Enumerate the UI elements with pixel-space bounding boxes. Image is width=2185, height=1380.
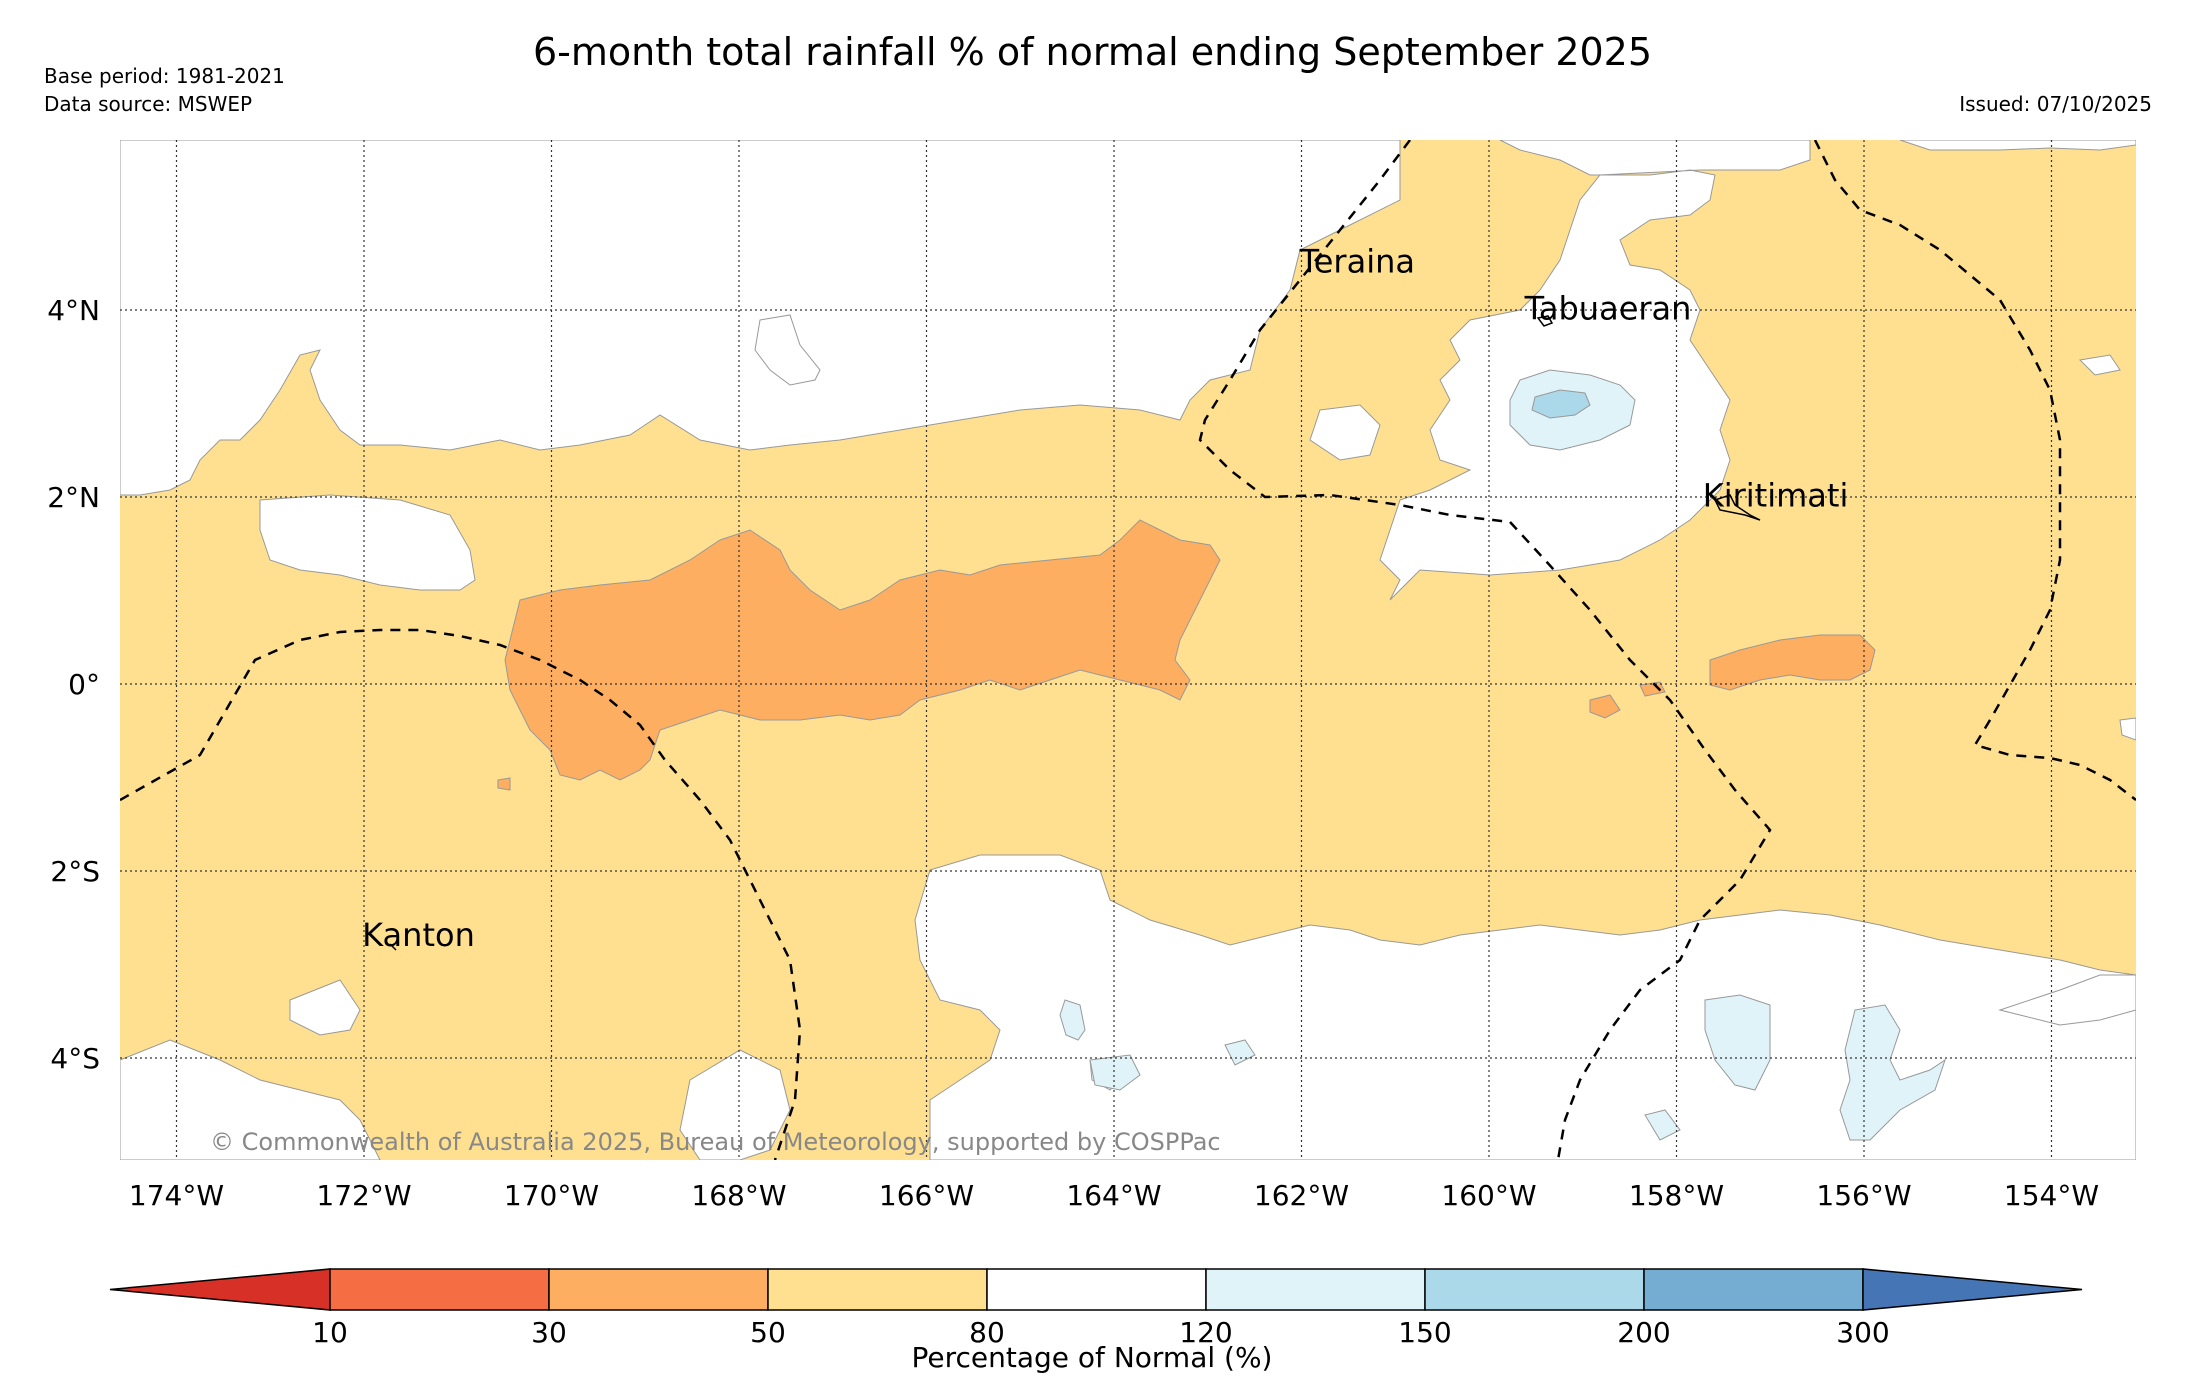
white-area-central-north xyxy=(754,314,821,386)
colorbar-tick-label: 10 xyxy=(312,1316,348,1349)
axis-tick-labels: 174°W 172°W 170°W 168°W 166°W 164°W 162°W 160°W… xyxy=(47,294,2099,1212)
white-area-east-small xyxy=(2078,354,2121,376)
colorbar-tick-label: 200 xyxy=(1617,1316,1670,1349)
colorbar-segment xyxy=(329,1268,550,1311)
eez-boundary-kanton xyxy=(120,628,802,1160)
latitude-tick-label: 2°S xyxy=(50,855,100,888)
kanton-island xyxy=(389,943,397,951)
colorbar-segment xyxy=(548,1268,769,1311)
longitude-tick-label: 158°W xyxy=(1629,1179,1724,1212)
white-area-east-small-2 xyxy=(2119,717,2136,741)
white-area-north-west xyxy=(120,140,1401,496)
base-period: Base period: 1981-2021 xyxy=(44,64,285,88)
colorbar-label: Percentage of Normal (%) xyxy=(912,1341,1273,1374)
longitude-tick-label: 164°W xyxy=(1066,1179,1161,1212)
eez-boundary-line-islands-east xyxy=(1813,140,2136,801)
longitude-tick-label: 162°W xyxy=(1254,1179,1349,1212)
place-label-kiritimati: Kiritimati xyxy=(1703,476,1849,514)
white-area-kanton xyxy=(289,979,361,1036)
white-area-sw-corner xyxy=(120,1039,381,1160)
white-area-south xyxy=(914,854,2136,1160)
rainfall-30-50-regions xyxy=(497,519,1876,791)
longitude-tick-label: 166°W xyxy=(879,1179,974,1212)
longitude-tick-label: 154°W xyxy=(2004,1179,2099,1212)
colorbar-tick-label: 50 xyxy=(750,1316,786,1349)
latitude-tick-label: 0° xyxy=(68,668,100,701)
rainfall-150-200-region xyxy=(1531,389,1591,419)
light-blue-area-south-2 xyxy=(1839,1004,1946,1141)
white-area-tabuaeran-west xyxy=(1309,404,1381,461)
colorbar-segment xyxy=(1424,1268,1645,1311)
longitude-tick-label: 156°W xyxy=(1816,1179,1911,1212)
colorbar-extend-high xyxy=(1862,1268,2083,1311)
orange-area-west-small xyxy=(497,777,511,791)
orange-area-east xyxy=(1709,634,1876,691)
place-labels: Teraina Tabuaeran Kiritimati Kanton xyxy=(362,243,1848,954)
place-label-teraina: Teraina xyxy=(1299,243,1415,281)
colorbar-segment xyxy=(1205,1268,1426,1311)
longitude-tick-label: 172°W xyxy=(316,1179,411,1212)
longitude-tick-label: 170°W xyxy=(504,1179,599,1212)
light-blue-area-south-5 xyxy=(1089,1054,1141,1091)
white-area-south-west xyxy=(679,1049,791,1160)
colorbar-tick-label: 300 xyxy=(1836,1316,1889,1349)
colorbar-extend-low xyxy=(109,1268,331,1311)
issued-date: Issued: 07/10/2025 xyxy=(1959,92,2152,116)
light-blue-area-south-3 xyxy=(1059,999,1086,1041)
latitude-tick-label: 4°S xyxy=(50,1042,100,1075)
colorbar: 10 30 50 80 120 150 200 300 xyxy=(109,1268,2083,1349)
colorbar-tick-label: 80 xyxy=(969,1316,1005,1349)
orange-area-east-small xyxy=(1589,694,1621,719)
eez-boundary-line-islands-west xyxy=(1198,140,1772,1160)
map-title: 6-month total rainfall % of normal endin… xyxy=(532,30,1653,74)
longitude-tick-label: 174°W xyxy=(129,1179,224,1212)
white-area-se-corner xyxy=(1998,974,2136,1026)
colorbar-tick-label: 120 xyxy=(1179,1316,1232,1349)
data-source: Data source: MSWEP xyxy=(44,92,253,116)
colorbar-tick-label: 30 xyxy=(531,1316,567,1349)
colorbar-segment xyxy=(1643,1268,1864,1311)
light-blue-area-south-7 xyxy=(1644,1109,1681,1141)
gridlines xyxy=(120,140,2136,1160)
colorbar-segment xyxy=(986,1268,1207,1311)
rainfall-80-120-regions xyxy=(120,140,2136,1160)
latitude-tick-label: 2°N xyxy=(47,481,100,514)
white-area-west xyxy=(259,494,476,591)
eez-boundaries xyxy=(120,140,2136,1160)
colorbar-segment xyxy=(767,1268,988,1311)
tabuaeran-island xyxy=(1536,315,1554,327)
longitude-tick-label: 168°W xyxy=(691,1179,786,1212)
white-area-ne-corner xyxy=(1899,140,2136,151)
latitude-tick-label: 4°N xyxy=(47,294,100,327)
longitude-tick-label: 160°W xyxy=(1441,1179,1536,1212)
orange-area-east-small-2 xyxy=(1639,681,1666,697)
copyright-credit: © Commonwealth of Australia 2025, Bureau… xyxy=(210,1128,1221,1156)
light-blue-area-south-1 xyxy=(1704,994,1771,1091)
colorbar-tick-label: 150 xyxy=(1398,1316,1451,1349)
map-canvas: Teraina Tabuaeran Kiritimati Kanton © Commo… xyxy=(120,140,2136,1160)
place-label-kanton: Kanton xyxy=(362,916,475,954)
kiritimati-island xyxy=(1713,494,1761,521)
place-label-tabuaeran: Tabuaeran xyxy=(1524,289,1692,327)
island-outlines xyxy=(389,315,1761,951)
orange-area-central xyxy=(504,519,1221,781)
